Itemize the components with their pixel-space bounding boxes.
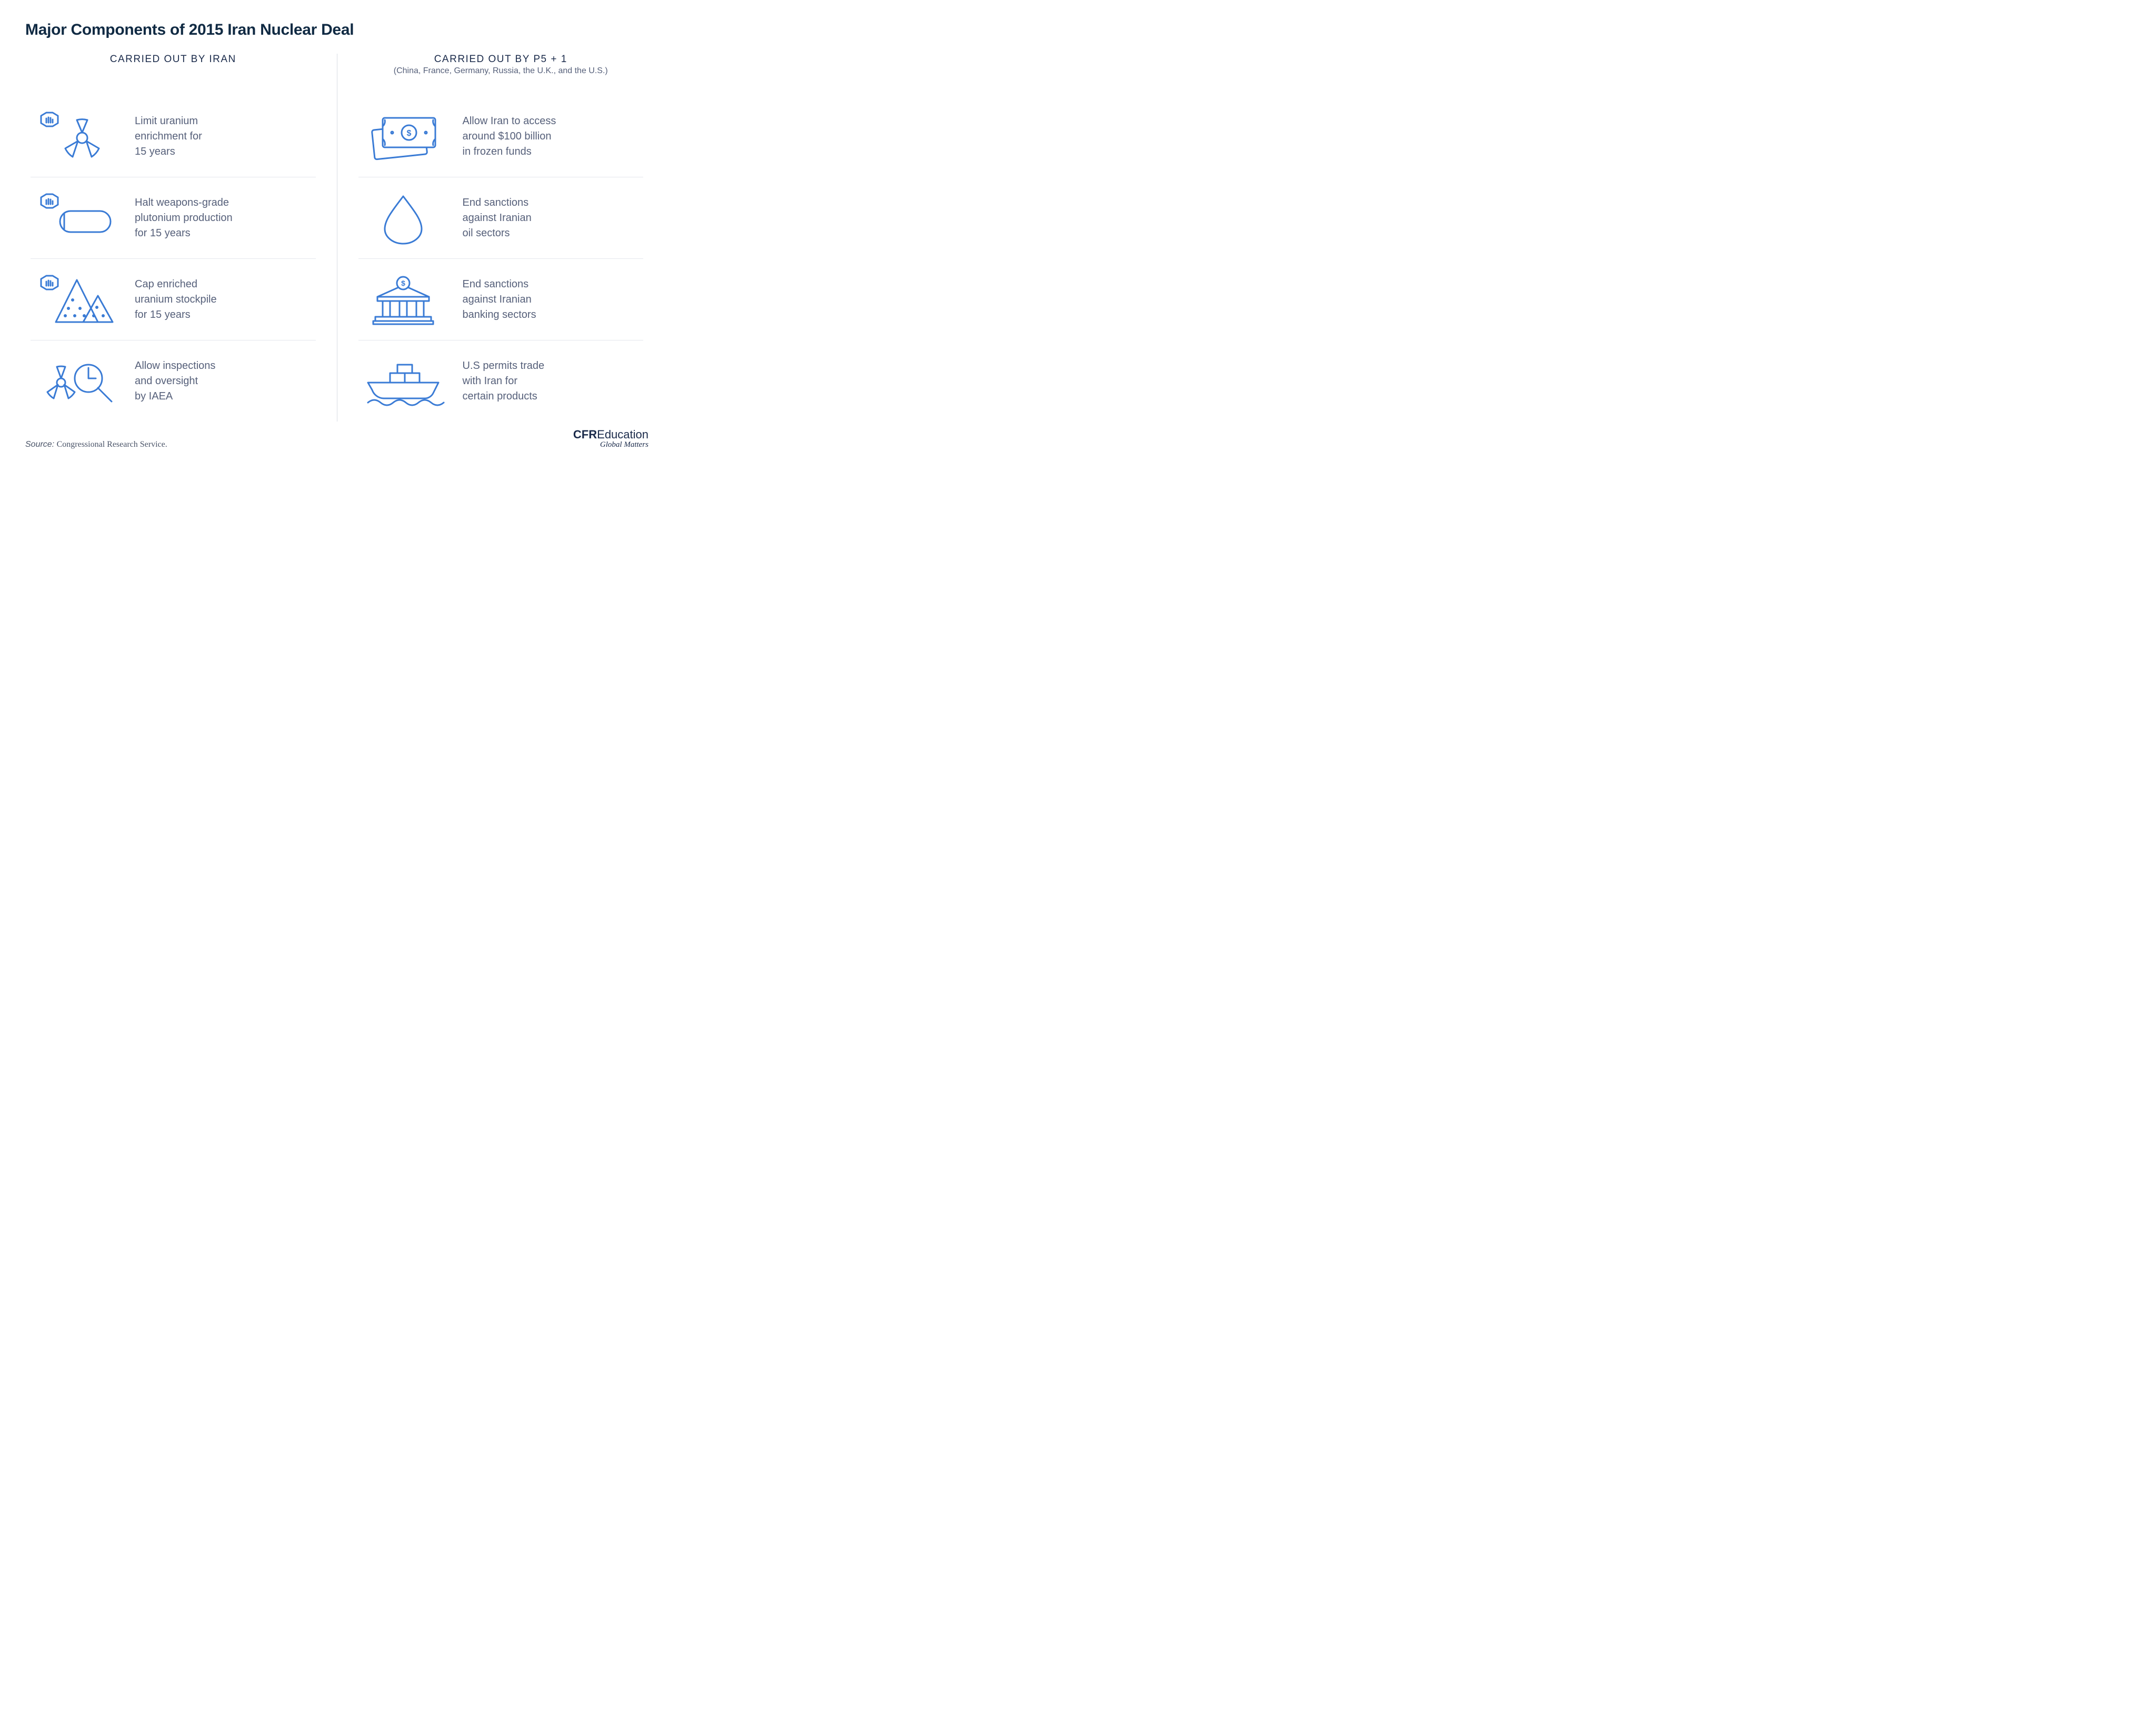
col-header-right-sub: (China, France, Germany, Russia, the U.K…: [358, 66, 644, 76]
column-p5: CARRIED OUT BY P5 + 1 (China, France, Ge…: [337, 54, 649, 422]
logo-tagline: Global Matters: [573, 440, 648, 449]
row-iran-3-text: Allow inspections and oversight by IAEA: [135, 358, 215, 404]
logo-line-1: CFREducation: [573, 428, 648, 442]
row-p5-1: End sanctions against Iranian oil sector…: [358, 177, 644, 259]
col-header-right: CARRIED OUT BY P5 + 1 (China, France, Ge…: [358, 54, 644, 84]
col-header-left: CARRIED OUT BY IRAN: [31, 54, 316, 84]
column-iran: CARRIED OUT BY IRAN Limit uranium enrich…: [25, 54, 337, 422]
row-iran-0: Limit uranium enrichment for 15 years: [31, 96, 316, 177]
row-iran-0-text: Limit uranium enrichment for 15 years: [135, 114, 202, 159]
source-line: Source: Congressional Research Service.: [25, 440, 167, 449]
inspection-icon: [31, 352, 120, 410]
page-title: Major Components of 2015 Iran Nuclear De…: [25, 21, 648, 39]
columns-wrap: CARRIED OUT BY IRAN Limit uranium enrich…: [25, 54, 648, 422]
row-iran-1-text: Halt weapons-grade plutonium production …: [135, 195, 233, 241]
row-p5-3: U.S permits trade with Iran for certain …: [358, 340, 644, 422]
row-iran-3: Allow inspections and oversight by IAEA: [31, 340, 316, 422]
oil-drop-icon: [358, 189, 448, 247]
cfr-logo: CFREducation Global Matters: [573, 428, 648, 449]
source-value: Congressional Research Service.: [57, 440, 167, 449]
bomb-stop-icon: [31, 189, 120, 247]
row-iran-1: Halt weapons-grade plutonium production …: [31, 177, 316, 259]
row-p5-2-text: End sanctions against Iranian banking se…: [463, 277, 536, 323]
row-iran-2: Cap enriched uranium stockpile for 15 ye…: [31, 259, 316, 340]
col-header-left-text: CARRIED OUT BY IRAN: [31, 54, 316, 65]
stockpile-stop-icon: [31, 270, 120, 328]
footer: Source: Congressional Research Service. …: [25, 428, 648, 449]
ship-icon: [358, 352, 448, 410]
svg-text:$: $: [401, 279, 405, 287]
row-p5-2: $ End sanctions against Iranian banking …: [358, 259, 644, 340]
money-icon: $: [358, 107, 448, 165]
row-p5-3-text: U.S permits trade with Iran for certain …: [463, 358, 545, 404]
row-p5-0: $ Allow Iran to access around $100 billi…: [358, 96, 644, 177]
radiation-stop-icon: [31, 107, 120, 165]
bank-icon: $: [358, 270, 448, 328]
col-header-right-text: CARRIED OUT BY P5 + 1: [358, 54, 644, 65]
row-p5-1-text: End sanctions against Iranian oil sector…: [463, 195, 532, 241]
source-label: Source:: [25, 440, 57, 449]
row-p5-0-text: Allow Iran to access around $100 billion…: [463, 114, 556, 159]
svg-text:$: $: [406, 129, 411, 138]
row-iran-2-text: Cap enriched uranium stockpile for 15 ye…: [135, 277, 217, 323]
